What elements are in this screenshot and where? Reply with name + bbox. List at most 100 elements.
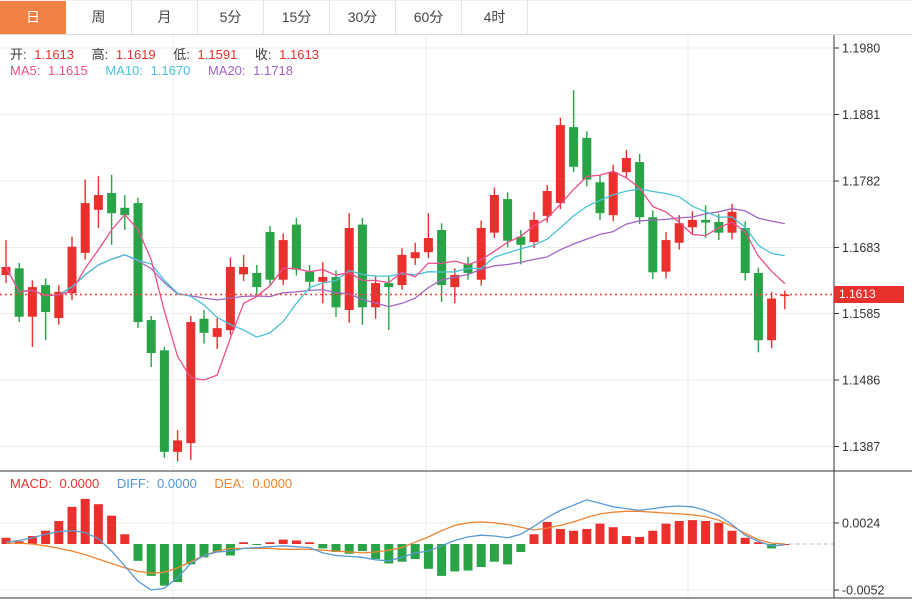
macd-bar [173,544,183,583]
macd-bar [318,544,328,549]
macd-bar [291,540,301,545]
macd-bar [674,521,684,545]
candle-up [54,291,64,319]
macd-legend: MACD: 0.0000 DIFF: 0.0000 DEA: 0.0000 [10,476,296,491]
candle-down [14,268,24,317]
high-value: 1.1619 [115,47,156,62]
tab-week[interactable]: 周 [66,1,132,34]
macd-bar [753,542,763,545]
macd-bar [212,544,222,552]
macd-bar [225,544,235,556]
macd-bar [503,544,513,565]
ma10-line [5,188,785,338]
macd-bar [159,544,169,586]
macd-bar [661,523,671,545]
macd-bar [463,544,473,571]
tab-day[interactable]: 日 [0,1,66,34]
macd-bar [146,544,156,576]
tab-month[interactable]: 月 [132,1,198,34]
y-axis-tick-label: 1.1683 [842,241,880,255]
macd-bar [542,521,552,545]
macd-bar [635,536,645,545]
close-value: 1.1613 [279,47,319,62]
candle-up [608,172,618,216]
candle-down [146,320,156,354]
ohlc-legend: 开: 1.1613 高: 1.1619 低: 1.1591 收: 1.1613 [10,44,323,63]
macd-bar [595,523,605,545]
macd-bar [701,521,711,545]
candle-up [173,440,183,452]
ma10-value: 1.1670 [150,63,191,78]
y-axis-tick-label: 1.1881 [842,108,880,122]
macd-bar [278,539,288,545]
macd-bar [582,528,592,545]
tab-30min[interactable]: 30分 [330,1,396,34]
diff-label: DIFF: [116,476,150,491]
candle-down [582,137,592,180]
ma5-label: MA5: [10,63,41,78]
candle-down [516,236,526,245]
candle-up [450,275,460,288]
tab-5min[interactable]: 5分 [198,1,264,34]
candle-up [542,190,552,216]
macd-bar [687,520,697,545]
dea-label: DEA: [214,476,245,491]
tab-15min[interactable]: 15分 [264,1,330,34]
candle-down [569,127,579,167]
macd-bar [186,544,196,565]
candle-down [159,350,169,452]
macd-bar [107,515,117,545]
candle-up [674,223,684,243]
candle-down [753,273,763,341]
macd-value: 0.0000 [59,476,100,491]
candle-down [357,224,367,308]
macd-bar [54,521,64,545]
period-tabbar: 日 周 月 5分 15分 30分 60分 4时 [0,0,912,35]
dea-line [6,510,785,574]
ma20-label: MA20: [207,63,246,78]
candle-down [305,271,315,282]
candle-down [437,229,447,286]
candle-up [344,227,354,310]
open-value: 1.1613 [34,47,75,62]
candle-up [780,294,790,297]
candle-up [239,266,249,275]
candle-down [41,285,51,313]
y-axis-tick-label: 1.1486 [842,373,880,387]
y-axis-tick-label: -0.0052 [842,584,884,598]
low-value: 1.1591 [197,47,238,62]
y-axis-tick-label: 1.1387 [842,440,880,454]
current-price-tag: 1.1613 [834,286,904,303]
macd-bar [1,537,11,545]
macd-bar [529,534,539,545]
macd-bar [410,544,420,560]
macd-bar [397,544,407,562]
macd-bar [41,530,51,545]
macd-bar [93,504,103,545]
candle-up [423,238,433,253]
macd-bar [133,544,143,561]
tab-4hour[interactable]: 4时 [462,1,528,34]
candle-down [648,217,658,273]
macd-bar [252,544,262,546]
diff-value: 0.0000 [157,476,197,491]
macd-bar [423,544,433,569]
low-label: 低: [173,47,190,62]
candle-down [384,283,394,288]
macd-bar [331,544,341,552]
macd-bar [199,544,209,558]
candle-up [212,328,222,337]
candle-down [252,273,262,288]
candle-up [621,158,631,173]
candle-up [529,219,539,243]
candle-down [503,199,513,241]
tab-60min[interactable]: 60分 [396,1,462,34]
macd-bar [67,506,77,545]
candle-up [555,125,565,204]
candle-down [740,227,750,274]
candle-down [120,207,130,216]
y-axis-tick-label: 1.1585 [842,307,880,321]
macd-label: MACD: [10,476,52,491]
macd-bar [384,544,394,564]
